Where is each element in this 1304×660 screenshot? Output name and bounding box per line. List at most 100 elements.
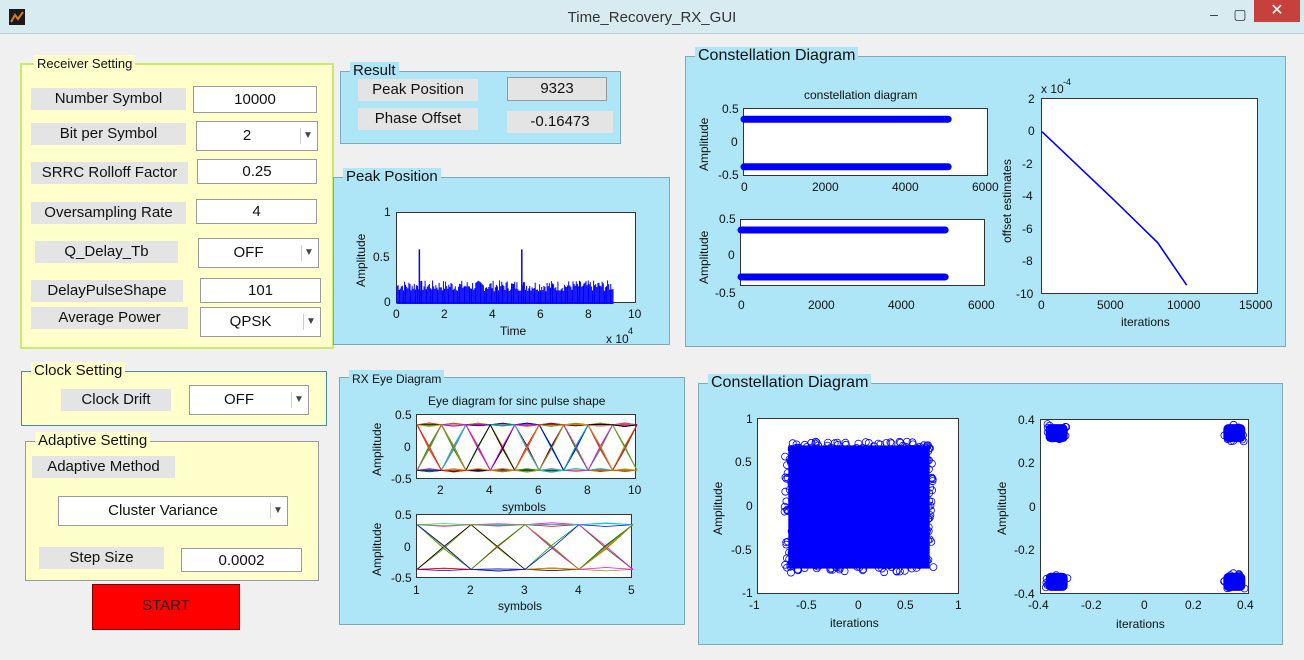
constellation-point bbox=[836, 563, 844, 572]
constellation-point bbox=[874, 563, 883, 572]
constellation-point bbox=[925, 513, 934, 522]
constellation-point bbox=[782, 474, 791, 483]
constellation-point bbox=[1061, 431, 1070, 440]
constellation-point bbox=[788, 543, 797, 552]
minimize-button[interactable]: – bbox=[1210, 6, 1218, 22]
bit-per-symbol-select[interactable]: 2 ▼ bbox=[196, 121, 318, 151]
scatter-left-x-label: iterations bbox=[830, 616, 879, 630]
eye-bottom-xtick: 3 bbox=[521, 583, 528, 597]
peak-position-label: Peak Position bbox=[358, 79, 478, 101]
eye-trace bbox=[416, 522, 634, 570]
eye-bottom-ytick: 0 bbox=[404, 540, 411, 554]
offset-ytick: 2 bbox=[1028, 92, 1035, 106]
eye-trace bbox=[416, 524, 634, 570]
srrc-rolloff-input[interactable]: 0.25 bbox=[197, 159, 317, 184]
scatter-left-y-label: Amplitude bbox=[711, 481, 725, 535]
constellation-point bbox=[787, 445, 796, 453]
eye-top-y-label: Amplitude bbox=[370, 422, 384, 476]
eye-top-xtick: 4 bbox=[486, 483, 493, 497]
eye-diagram-top-plot bbox=[416, 414, 638, 479]
offset-exponent-power: -4 bbox=[1063, 77, 1072, 87]
eye-top-xtick: 2 bbox=[437, 483, 444, 497]
chevron-down-icon: ▼ bbox=[301, 245, 316, 261]
constellation-point bbox=[783, 537, 792, 546]
scatter-left-chart bbox=[780, 437, 938, 577]
constellation-point bbox=[1043, 581, 1052, 589]
constellation-point bbox=[787, 548, 796, 557]
clock-drift-label: Clock Drift bbox=[61, 389, 171, 411]
constellation-point bbox=[1229, 569, 1238, 578]
average-power-select[interactable]: QPSK ▼ bbox=[200, 307, 321, 337]
title-bar: Time_Recovery_RX_GUI – ▢ ✕ bbox=[0, 0, 1304, 34]
eye-trace bbox=[416, 524, 634, 570]
peak-x-exponent: x 10 bbox=[606, 332, 629, 346]
constellation-point bbox=[1228, 429, 1237, 438]
constellation-point bbox=[1051, 580, 1060, 589]
constellation-point bbox=[922, 527, 931, 536]
q-delay-select[interactable]: OFF ▼ bbox=[198, 238, 319, 268]
oversampling-rate-input[interactable]: 4 bbox=[196, 199, 317, 224]
constellation-point bbox=[887, 563, 896, 572]
adaptive-method-value: Cluster Variance bbox=[108, 502, 218, 519]
eye-bottom-y-label: Amplitude bbox=[370, 522, 384, 576]
scatter-left-ytick: 0.5 bbox=[735, 455, 752, 469]
constellation-point bbox=[840, 567, 849, 576]
offset-estimates-chart bbox=[1041, 131, 1188, 286]
constellation-point bbox=[927, 497, 936, 506]
constellation-point bbox=[827, 443, 835, 452]
constellation-point bbox=[1235, 570, 1243, 578]
peak-position-title: Peak Position bbox=[343, 168, 441, 186]
ct1-ytick: 0 bbox=[731, 135, 738, 149]
scatter-left-xtick: -1 bbox=[749, 598, 760, 612]
constellation-point bbox=[783, 563, 791, 572]
constellation-point bbox=[787, 568, 795, 577]
constellation-point bbox=[927, 473, 936, 482]
chevron-down-icon: ▼ bbox=[291, 392, 306, 408]
scatter-right-y-label: Amplitude bbox=[995, 481, 1009, 535]
eye-bottom-xtick: 1 bbox=[413, 583, 420, 597]
average-power-value: QPSK bbox=[229, 313, 272, 330]
constellation-cluster bbox=[1223, 424, 1246, 443]
eye-trace bbox=[416, 524, 634, 572]
eye-bottom-xtick: 5 bbox=[628, 583, 635, 597]
constellation-point bbox=[781, 452, 790, 461]
constellation-point bbox=[924, 555, 933, 564]
peak-xtick: 10 bbox=[628, 307, 642, 321]
eye-bottom-chart bbox=[416, 522, 634, 572]
constellation-point bbox=[787, 527, 796, 535]
adaptive-method-select[interactable]: Cluster Variance ▼ bbox=[58, 496, 288, 526]
ct1-xtick: 6000 bbox=[972, 180, 999, 194]
step-size-input[interactable]: 0.0002 bbox=[181, 548, 302, 572]
ct2-ytick: -0.5 bbox=[715, 286, 736, 300]
clock-drift-select[interactable]: OFF ▼ bbox=[189, 385, 309, 415]
adaptive-method-label: Adaptive Method bbox=[32, 456, 175, 478]
constellation-plot-title: constellation diagram bbox=[804, 88, 918, 102]
constellation-point bbox=[787, 479, 796, 488]
constellation-point bbox=[814, 441, 822, 450]
constellation-scatter-right bbox=[1040, 419, 1249, 594]
constellation-point bbox=[852, 443, 861, 452]
constellation-point bbox=[882, 439, 891, 447]
number-symbol-input[interactable]: 10000 bbox=[193, 86, 317, 113]
offset-ytick: -4 bbox=[1022, 189, 1033, 203]
phase-offset-label: Phase Offset bbox=[358, 108, 478, 130]
constellation-point bbox=[928, 486, 937, 495]
delay-pulse-shape-input[interactable]: 101 bbox=[200, 278, 321, 303]
constellation-point bbox=[1061, 422, 1070, 431]
offset-xtick: 0 bbox=[1038, 298, 1045, 312]
peak-xtick: 2 bbox=[441, 307, 448, 321]
ct2-xtick: 4000 bbox=[888, 298, 915, 312]
constellation-cloud bbox=[788, 445, 930, 569]
constellation-point bbox=[922, 506, 931, 515]
constellation-point bbox=[1223, 435, 1232, 444]
constellation-point bbox=[880, 568, 888, 577]
start-button[interactable]: START bbox=[92, 584, 240, 630]
eye-top-x-label: symbols bbox=[502, 500, 547, 514]
constellation-point bbox=[786, 562, 795, 571]
peak-position-plot bbox=[396, 212, 636, 304]
close-button[interactable]: ✕ bbox=[1254, 0, 1300, 22]
maximize-button[interactable]: ▢ bbox=[1233, 6, 1247, 22]
eye-trace bbox=[416, 524, 634, 572]
clock-drift-value: OFF bbox=[224, 391, 254, 408]
srrc-rolloff-label: SRRC Rolloff Factor bbox=[31, 162, 188, 184]
